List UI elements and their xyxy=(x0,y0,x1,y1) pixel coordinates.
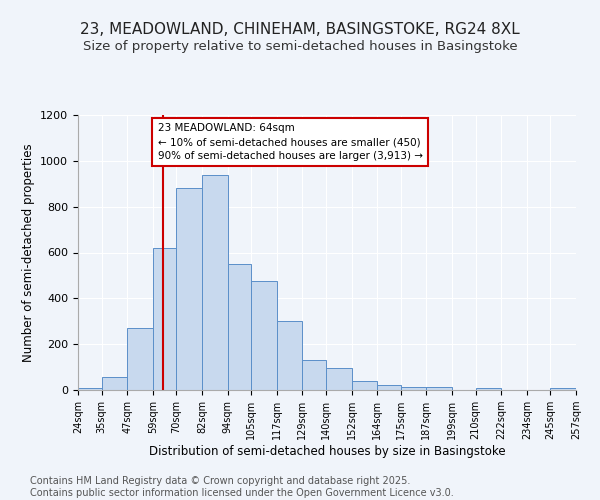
Bar xyxy=(277,322,302,390)
Bar xyxy=(153,248,176,390)
Bar xyxy=(127,328,153,390)
Bar xyxy=(550,388,576,390)
Bar xyxy=(302,360,326,390)
Bar xyxy=(476,388,501,390)
Text: 23, MEADOWLAND, CHINEHAM, BASINGSTOKE, RG24 8XL: 23, MEADOWLAND, CHINEHAM, BASINGSTOKE, R… xyxy=(80,22,520,38)
Bar xyxy=(401,386,427,390)
Bar xyxy=(202,174,227,390)
Bar xyxy=(326,368,352,390)
Bar xyxy=(377,385,401,390)
Bar xyxy=(78,388,101,390)
Text: 23 MEADOWLAND: 64sqm
← 10% of semi-detached houses are smaller (450)
90% of semi: 23 MEADOWLAND: 64sqm ← 10% of semi-detac… xyxy=(158,123,422,161)
Bar xyxy=(251,281,277,390)
Bar xyxy=(427,386,452,390)
X-axis label: Distribution of semi-detached houses by size in Basingstoke: Distribution of semi-detached houses by … xyxy=(149,445,505,458)
Bar xyxy=(176,188,202,390)
Bar xyxy=(352,382,377,390)
Text: Size of property relative to semi-detached houses in Basingstoke: Size of property relative to semi-detach… xyxy=(83,40,517,53)
Text: Contains HM Land Registry data © Crown copyright and database right 2025.
Contai: Contains HM Land Registry data © Crown c… xyxy=(30,476,454,498)
Bar xyxy=(227,264,251,390)
Bar xyxy=(101,378,127,390)
Y-axis label: Number of semi-detached properties: Number of semi-detached properties xyxy=(22,143,35,362)
